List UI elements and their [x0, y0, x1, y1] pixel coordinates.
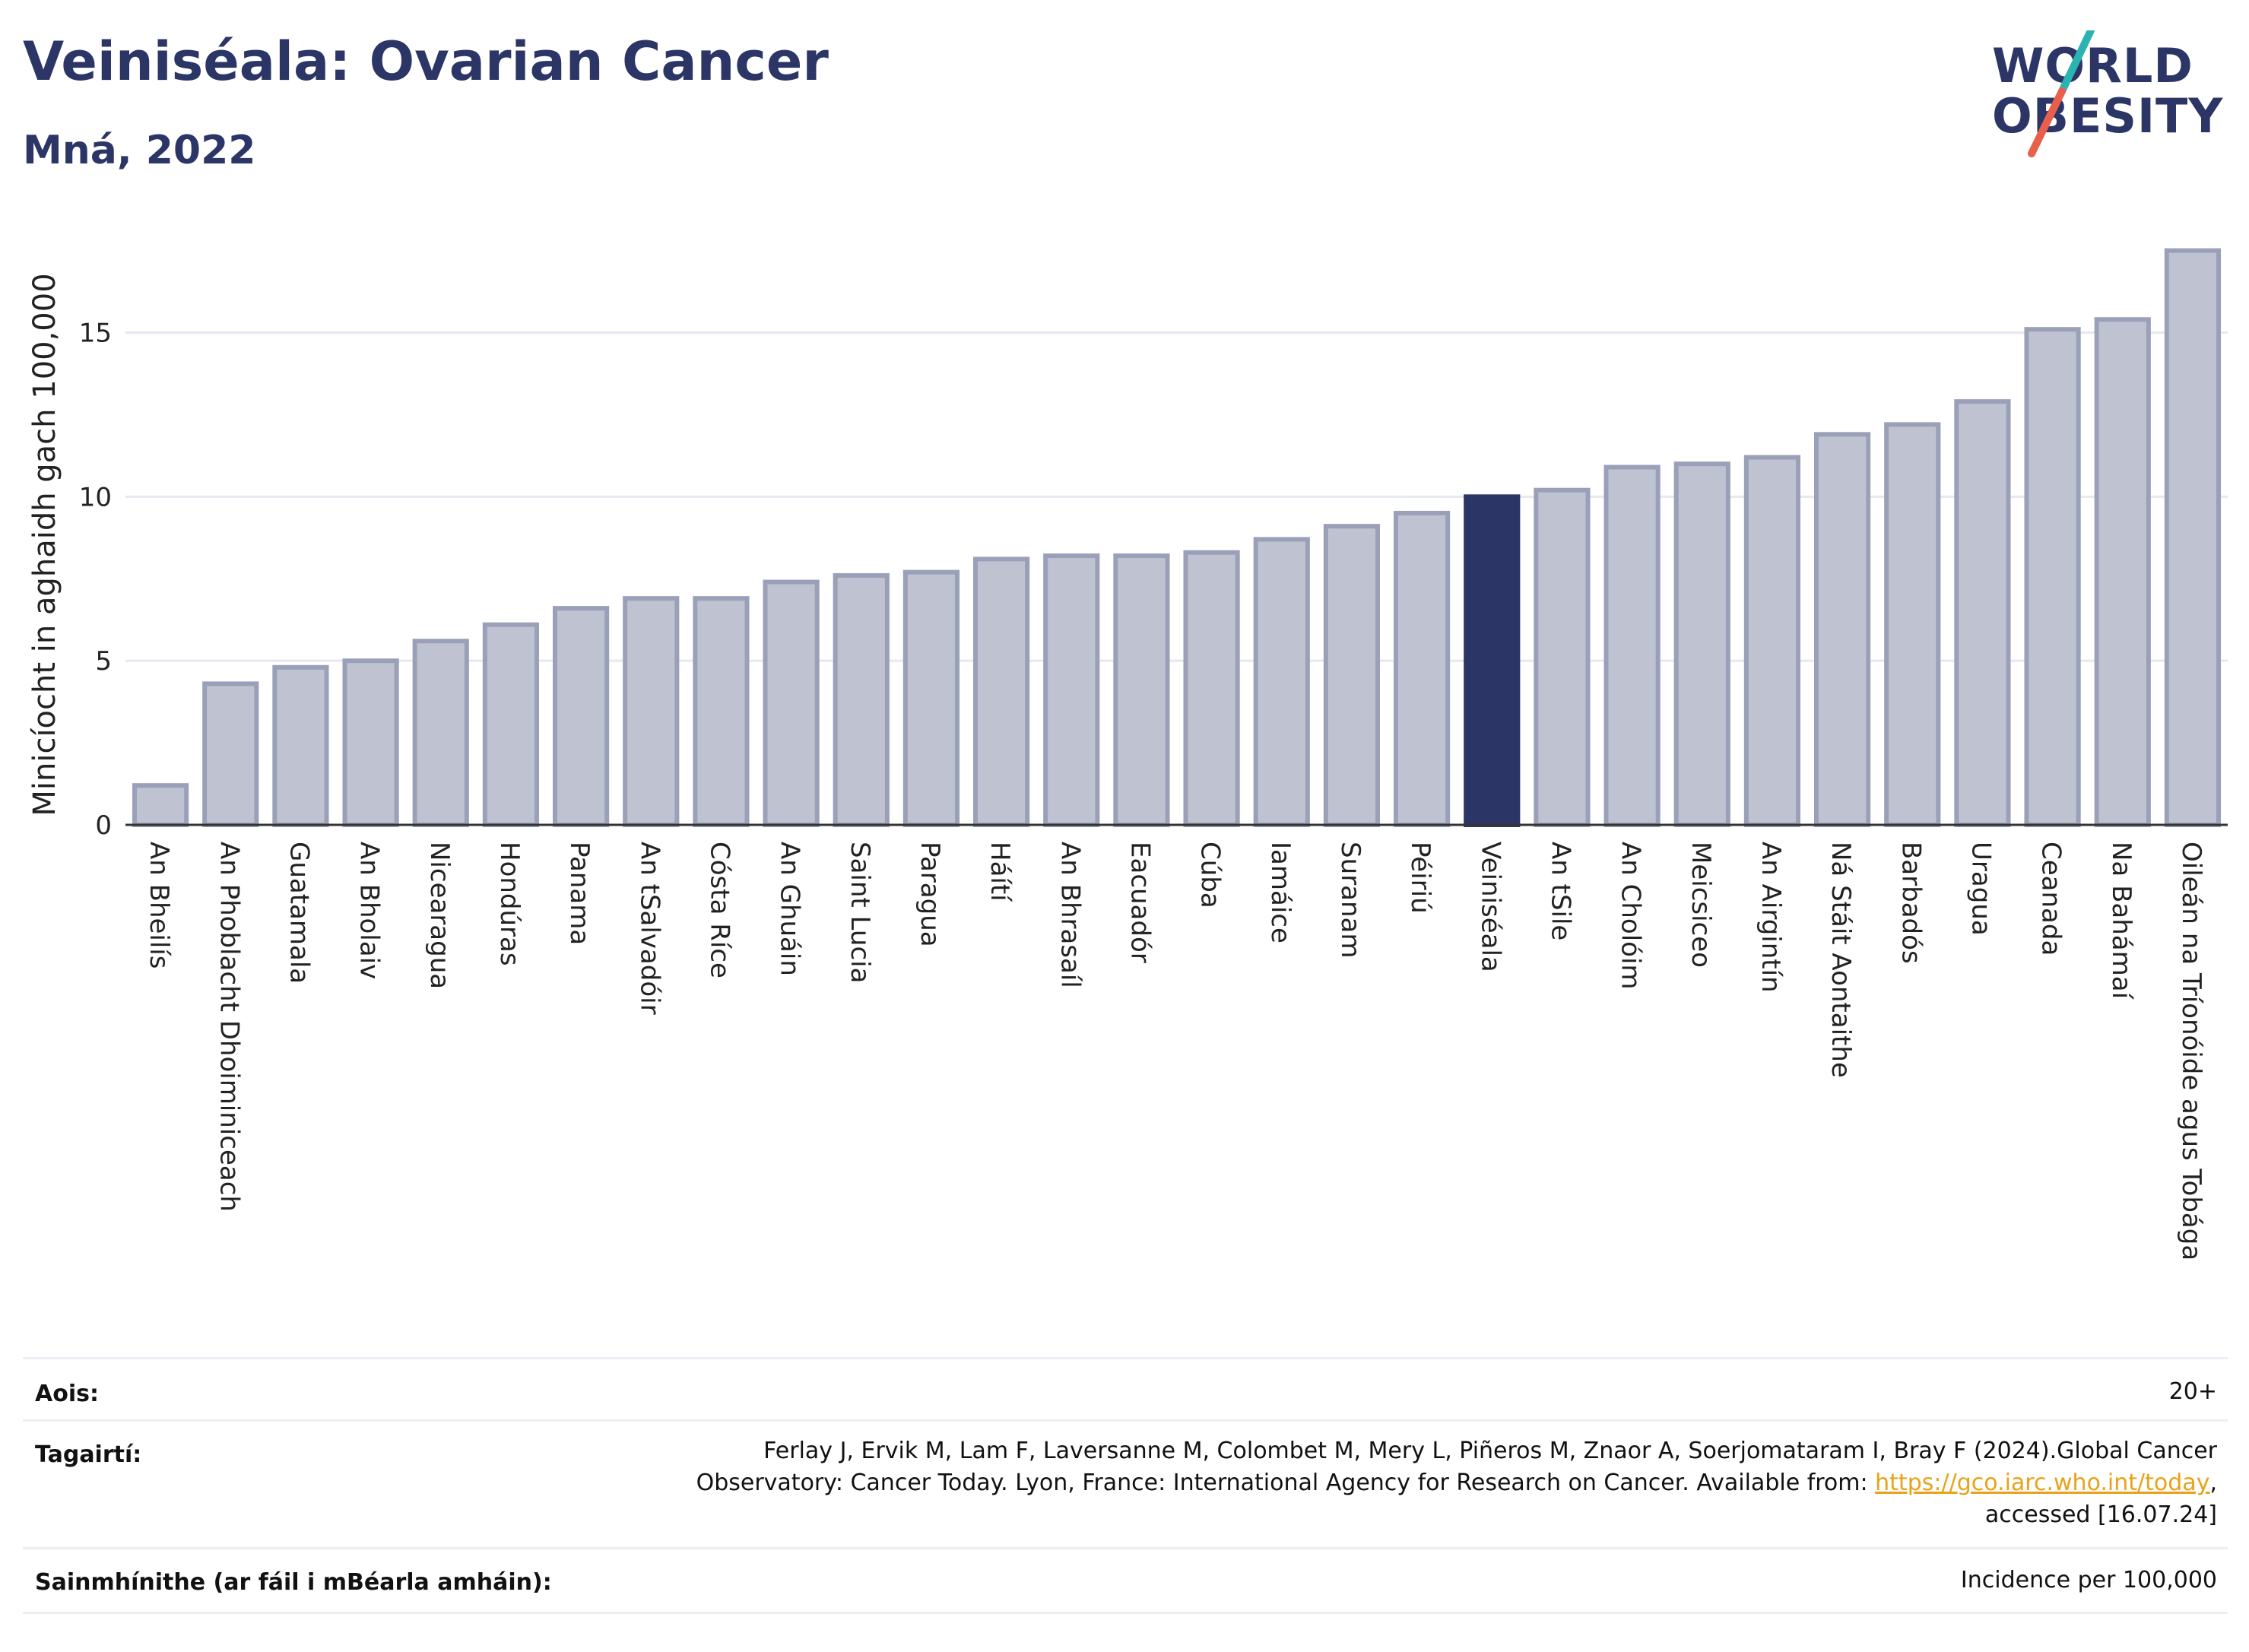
references-line-1: Ferlay J, Ervik M, Lam F, Laversanne M, … [763, 1438, 2217, 1464]
references-text: Ferlay J, Ervik M, Lam F, Laversanne M, … [392, 1435, 2217, 1531]
bar-veiniséala [1464, 494, 1521, 827]
references-label: Tagairtí: [35, 1441, 142, 1468]
bar-háítí [972, 556, 1030, 827]
y-axis-label: Minicíocht in aghaidh gach 100,000 [27, 273, 62, 816]
bar-paragua [902, 569, 960, 827]
x-tick-label: Háítí [985, 842, 1015, 902]
grid-lines [125, 331, 2228, 662]
footer-row-references: Tagairtí: Ferlay J, Ervik M, Lam F, Lave… [23, 1419, 2228, 1549]
x-tick-label: Veiniséala [1475, 842, 1505, 972]
references-line-2: Observatory: Cancer Today. Lyon, France:… [696, 1470, 2217, 1496]
x-tick-label: Iamáice [1265, 842, 1296, 943]
y-tick-label: 15 [79, 319, 112, 349]
bar-ná-stáit-aontaithe [1813, 432, 1871, 828]
bar-suranam [1323, 524, 1381, 827]
x-tick-label: An Cholóim [1616, 842, 1646, 990]
bar-an-tsalvadóir [623, 596, 680, 828]
bar-an-cholóim [1603, 465, 1661, 827]
bar-an-bheilís [132, 783, 189, 828]
bar-an-ghuáin [763, 579, 820, 827]
bar-an-airgintín [1743, 455, 1801, 827]
bar-ceanada [2024, 327, 2081, 827]
x-tick-label: Ná Stáit Aontaithe [1826, 842, 1856, 1078]
bar-na-bahámaí [2094, 317, 2151, 827]
x-tick-label: Oileán na Tríonóide agus Tobága [2176, 842, 2206, 1260]
x-tick-label: Cósta Ríce [704, 842, 734, 978]
bar-an-tsile [1534, 487, 1591, 827]
y-tick-label: 0 [95, 810, 112, 841]
x-tick-label: Uragua [1965, 842, 1996, 936]
x-tick-label: Nicearagua [424, 842, 455, 989]
x-tick-label: Saint Lucia [845, 842, 875, 983]
bar-panama [552, 606, 610, 827]
bar-uragua [1954, 399, 2011, 827]
x-tick-label: An Phoblacht Dhoiminiceach [214, 842, 244, 1212]
footer-row-age: Aois: 20+ [23, 1357, 2228, 1422]
bar-an-phoblacht-dhoiminiceach [202, 681, 259, 828]
chart-title: Veiniséala: Ovarian Cancer [23, 30, 829, 93]
bar-an-bhrasaíl [1043, 553, 1100, 827]
x-tick-label: Eacuadór [1124, 842, 1155, 963]
bar-chart: 0 5 10 15 An Bheilís An Phoblacht Dhoiminicea… [27, 248, 2228, 1260]
footer-row-definitions: Sainmhínithe (ar fáil i mBéarla amháin):… [23, 1547, 2228, 1614]
axes: 0 5 10 15 An Bheilís An Phoblacht Dhoiminicea… [79, 319, 2228, 1260]
x-tick-label: Meicsiceo [1686, 842, 1716, 968]
logo-line-1: WORLD [1992, 38, 2193, 94]
x-tick-label: Suranam [1335, 842, 1366, 958]
bar-iamáice [1253, 537, 1310, 827]
gco-link[interactable]: https://gco.iarc.who.int/today [1875, 1470, 2210, 1496]
definitions-value: Incidence per 100,000 [1960, 1567, 2217, 1593]
bar-eacuadór [1113, 553, 1170, 827]
y-tick-label: 10 [79, 482, 112, 512]
x-tick-label: Na Bahámaí [2106, 842, 2136, 1000]
x-tick-label: An Ghuáin [775, 842, 805, 976]
x-tick-label: An Airgintín [1756, 842, 1786, 993]
x-tick-label: Péiriú [1405, 842, 1435, 914]
bar-barbadós [1884, 422, 1941, 828]
definitions-label: Sainmhínithe (ar fáil i mBéarla amháin): [35, 1569, 552, 1596]
y-tick-label: 5 [95, 646, 112, 677]
bar-hondúras [482, 622, 540, 828]
bar-cúba [1183, 550, 1240, 827]
x-tick-label: Barbadós [1895, 842, 1926, 964]
x-tick-label: Hondúras [494, 842, 525, 966]
x-tick-label: An tSile [1545, 842, 1575, 940]
bar-saint-lucia [833, 572, 890, 827]
x-tick-label: An Bholaiv [354, 842, 385, 979]
x-tick-label: An Bhrasaíl [1055, 842, 1085, 988]
bar-an-bholaiv [342, 658, 399, 828]
logo-line-2: OBESITY [1992, 88, 2224, 144]
bar-guatamala [272, 664, 329, 827]
x-tick-label: Paragua [915, 842, 945, 947]
bars [132, 248, 2222, 828]
bar-cósta-ríce [693, 596, 750, 828]
bar-meicsiceo [1673, 461, 1730, 827]
bar-nicearagua [412, 639, 469, 827]
chart-subtitle: Mná, 2022 [23, 128, 256, 173]
age-label: Aois: [35, 1381, 99, 1407]
x-tick-label: Ceanada [2036, 842, 2067, 956]
x-tick-label: Panama [564, 842, 595, 945]
logo-slash-icon [2028, 30, 2095, 157]
x-tick-label: An tSalvadóir [634, 842, 665, 1015]
world-obesity-logo: WORLD OBESITY [1977, 30, 2235, 163]
age-value: 20+ [2168, 1378, 2217, 1405]
x-tick-label: An Bheilís [144, 842, 174, 969]
bar-péiriú [1393, 510, 1451, 827]
references-line-3: accessed [16.07.24] [1984, 1501, 2217, 1528]
x-tick-label: Guatamala [284, 842, 314, 984]
bar-oileán-na-tríonóide-agus-tobága [2164, 248, 2222, 828]
x-tick-label: Cúba [1195, 842, 1226, 908]
